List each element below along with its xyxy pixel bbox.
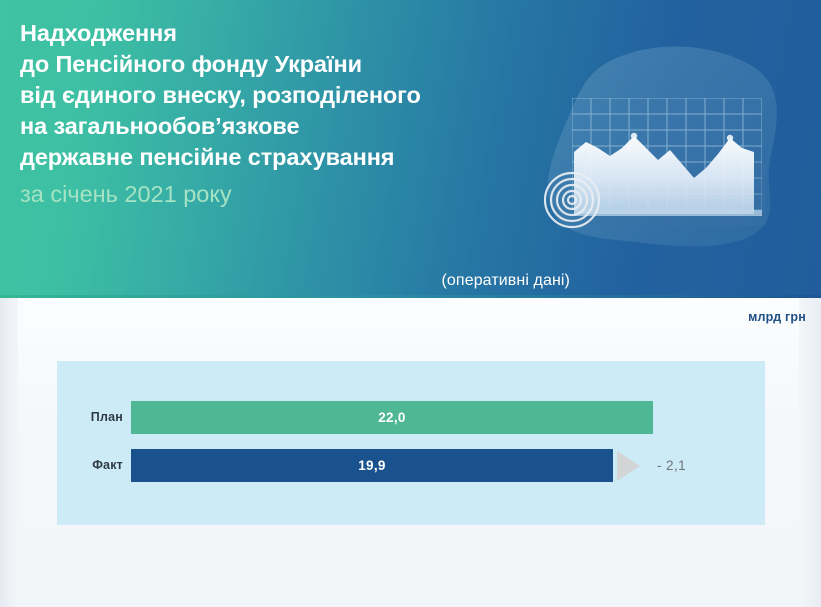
area-chart-illustration (530, 40, 821, 272)
operative-data-note: (оперативні дані) (441, 272, 570, 289)
bar-chart-panel: План 22,0 Факт 19,9 - 2,1 (57, 361, 765, 525)
header-subtitle: за січень 2021 року (20, 181, 232, 207)
chart-baseline (574, 210, 762, 216)
header-title-block: Надходження до Пенсійного фонду України … (20, 18, 560, 210)
bar-fact: 19,9 (131, 449, 613, 482)
title-line-2: до Пенсійного фонду України (20, 51, 362, 77)
bar-value-fact: 19,9 (358, 458, 386, 473)
header-bottom-divider (0, 295, 821, 298)
bar-label-plan: План (90, 410, 123, 424)
header-banner: Надходження до Пенсійного фонду України … (0, 0, 821, 298)
title-line-1: Надходження (20, 20, 177, 46)
peak-dot (630, 132, 638, 140)
delta-value: - 2,1 (657, 458, 687, 473)
delta-arrow-icon (617, 451, 640, 481)
title-line-3: від єдиного внеску, розподіленого (20, 82, 421, 108)
bar-value-plan: 22,0 (378, 410, 406, 425)
bar-row: План 22,0 (57, 401, 765, 434)
title-line-4: на загальнообов’язкове (20, 113, 300, 139)
bar-row: Факт 19,9 (57, 449, 765, 482)
peak-dot (726, 134, 734, 142)
bar-plan: 22,0 (131, 401, 653, 434)
unit-label: млрд грн (748, 310, 806, 324)
bar-label-fact: Факт (92, 458, 123, 472)
title-line-5: державне пенсійне страхування (20, 144, 395, 170)
ripple-spiral-icon (543, 171, 601, 229)
area-chart-shape (574, 136, 754, 214)
artwork-svg (543, 46, 777, 247)
